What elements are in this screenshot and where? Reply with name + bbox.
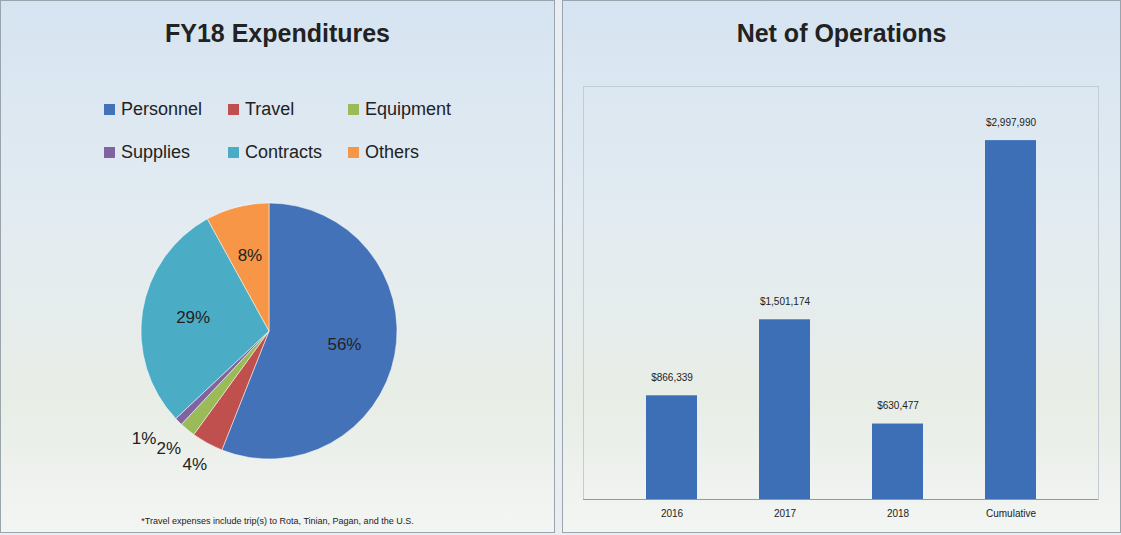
html-text:*Travel expenses include trip(: *Travel expenses include trip(s) to Rota… — [141, 516, 414, 526]
svg-text:$866,339: $866,339 — [651, 372, 693, 383]
svg-text:56%: 56% — [327, 335, 361, 354]
svg-text:1%: 1% — [132, 429, 157, 448]
html-text:Personnel: Personnel — [120, 99, 202, 119]
svg-text:2018: 2018 — [887, 508, 910, 519]
svg-text:4%: 4% — [183, 455, 208, 474]
svg-text:2017: 2017 — [774, 508, 797, 519]
html-text:Equipment: Equipment — [365, 99, 452, 119]
svg-text:29%: 29% — [176, 308, 210, 327]
svg-text:2016: 2016 — [661, 508, 684, 519]
html-text:Contracts: Contracts — [245, 142, 322, 162]
svg-text:Cumulative: Cumulative — [986, 508, 1036, 519]
html-text:FY18 Expenditures: FY18 Expenditures — [165, 19, 390, 47]
svg-text:8%: 8% — [238, 246, 263, 265]
svg-text:$1,501,174: $1,501,174 — [760, 296, 810, 307]
html-text:Others: Others — [365, 142, 419, 162]
html-text:Supplies: Supplies — [120, 142, 190, 162]
svg-text:$630,477: $630,477 — [877, 400, 919, 411]
svg-text:$2,997,990: $2,997,990 — [986, 117, 1036, 128]
html-text:Travel: Travel — [245, 99, 295, 119]
svg-text:2%: 2% — [157, 439, 182, 458]
html-text:Net of Operations: Net of Operations — [736, 19, 947, 47]
